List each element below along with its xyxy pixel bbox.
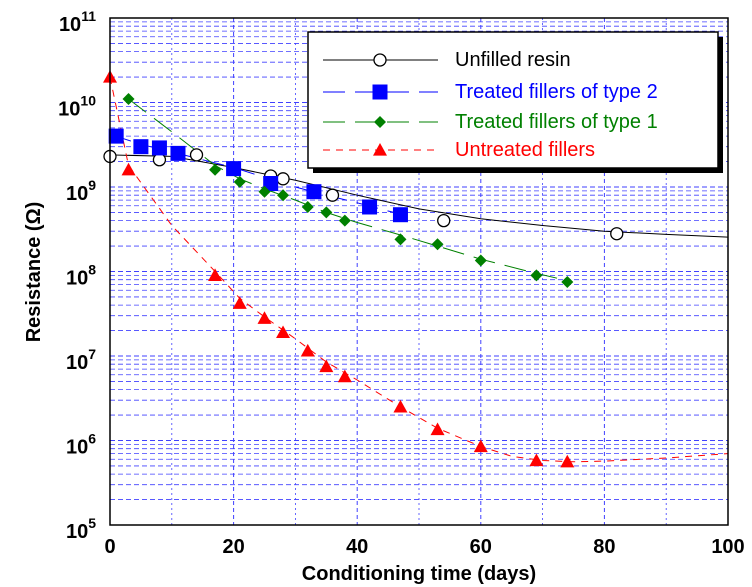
x-tick-label: 0 — [104, 536, 115, 558]
data-point-series-2 — [263, 176, 279, 192]
y-tick-label: 108 — [66, 262, 96, 290]
data-point-series-4 — [430, 422, 445, 436]
data-point-series-1 — [276, 172, 290, 186]
data-point-series-4 — [300, 343, 315, 357]
tick-labels: 0 20 40 60 80 100 105 106 107 108 109 1010 1011 — [58, 8, 745, 558]
data-point-series-3 — [277, 189, 290, 202]
data-point-series-4 — [257, 311, 272, 324]
y-axis-label: Resistance (Ω) — [23, 202, 45, 343]
legend-label-4: Untreated fillers — [455, 139, 595, 161]
y-tick-label: 105 — [66, 515, 96, 543]
data-point-series-2 — [306, 184, 322, 200]
data-point-series-3 — [394, 233, 407, 246]
data-point-series-1 — [189, 148, 204, 162]
data-point-series-1 — [437, 213, 451, 228]
x-tick-label: 40 — [346, 536, 368, 558]
legend-marker-4 — [373, 143, 387, 156]
data-point-series-4 — [560, 454, 575, 468]
x-axis-label: Conditioning time (days) — [302, 563, 536, 585]
data-point-series-4 — [393, 399, 408, 413]
data-point-series-4 — [232, 296, 247, 309]
legend-label-3: Treated fillers of type 1 — [455, 111, 658, 133]
x-tick-label: 60 — [470, 536, 492, 558]
data-point-series-3 — [258, 185, 271, 198]
legend-marker-1 — [373, 53, 387, 67]
data-point-series-2 — [226, 161, 242, 177]
legend-label-1: Unfilled resin — [455, 49, 571, 71]
data-point-series-4 — [473, 439, 488, 453]
data-point-series-2 — [392, 207, 408, 223]
data-point-series-4 — [208, 268, 223, 281]
data-point-series-1 — [610, 227, 624, 241]
data-point-series-3 — [301, 200, 314, 213]
data-point-series-3 — [320, 206, 333, 219]
legend: Unfilled resin Treated fillers of type 2 T… — [307, 31, 723, 173]
data-point-series-4 — [529, 453, 544, 467]
data-point-series-3 — [474, 254, 487, 267]
legend-marker-2 — [372, 84, 388, 100]
x-tick-label: 20 — [222, 536, 244, 558]
data-point-series-3 — [561, 276, 574, 289]
data-markers — [103, 70, 624, 468]
data-point-series-4 — [121, 162, 136, 176]
data-point-series-1 — [325, 188, 340, 202]
data-point-series-3 — [338, 214, 351, 227]
data-point-series-2 — [170, 145, 186, 161]
data-point-series-2 — [108, 128, 124, 144]
y-tick-label: 107 — [66, 346, 96, 374]
x-tick-label: 100 — [711, 536, 744, 558]
x-tick-label: 80 — [593, 536, 615, 558]
data-point-series-2 — [362, 199, 378, 215]
data-point-series-3 — [530, 269, 543, 282]
y-tick-label: 1010 — [58, 93, 96, 121]
data-point-series-4 — [276, 325, 291, 339]
data-point-series-3 — [209, 163, 222, 176]
y-tick-label: 106 — [66, 431, 96, 459]
data-point-series-4 — [337, 369, 352, 383]
legend-marker-3 — [374, 116, 386, 128]
data-point-series-1 — [152, 153, 167, 167]
data-point-series-4 — [319, 359, 334, 373]
data-point-series-2 — [151, 140, 167, 156]
data-point-series-3 — [122, 93, 135, 106]
legend-label-2: Treated fillers of type 2 — [455, 81, 658, 103]
plot-frame — [109, 17, 729, 526]
data-point-series-3 — [431, 238, 444, 251]
y-tick-label: 1011 — [59, 8, 96, 36]
y-tick-label: 109 — [66, 177, 96, 205]
data-point-series-3 — [233, 175, 246, 188]
series-line-4 — [109, 76, 729, 463]
data-point-series-2 — [133, 139, 149, 155]
